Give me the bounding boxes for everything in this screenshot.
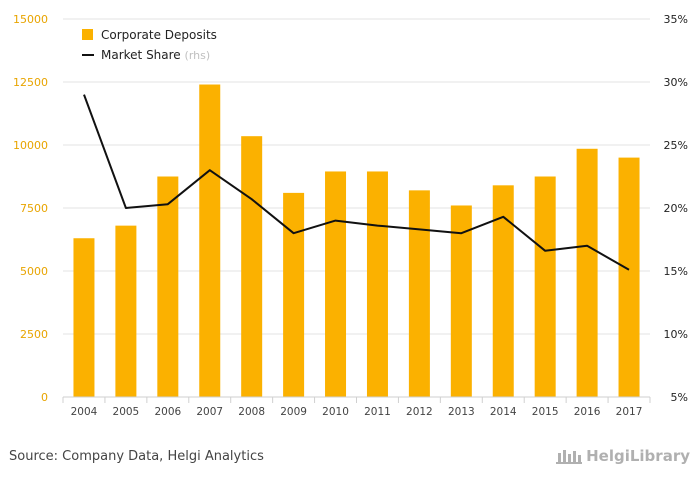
bar-2013 [450,205,472,397]
x-tick-label: 2014 [490,406,517,418]
y-right-tick-label: 15% [664,265,688,278]
y-right-tick-label: 5% [671,391,688,404]
x-tick-label: 2008 [238,406,265,418]
bar-2006 [157,176,179,397]
bar-2005 [115,225,137,397]
y-right-tick-label: 20% [664,202,688,215]
legend-swatch-corporate-deposits [82,29,93,40]
gridlines [63,18,650,398]
bar-series-corporate-deposits [73,84,640,398]
y-left-tick-label: 0 [41,391,48,404]
bar-2011 [366,171,388,397]
x-tick-label: 2005 [113,406,140,418]
y-right-tick-label: 35% [664,13,688,26]
bar-2015 [534,176,556,397]
x-tick-label: 2011 [364,406,391,418]
x-tick-label: 2015 [532,406,559,418]
bar-2009 [283,192,305,397]
legend-label-market-share-note: (rhs) [185,49,211,62]
legend-label-corporate-deposits: Corporate Deposits [101,28,217,42]
bar-2007 [199,84,221,398]
bar-2017 [618,157,640,397]
x-tick-label: 2004 [71,406,98,418]
chart: 0 2500 5000 7500 10000 12500 15000 5% 10% 15% 20% 2… [13,13,688,418]
legend-label-market-share-name: Market Share [101,48,181,62]
y-right-tick-label: 30% [664,76,688,89]
bar-2012 [408,190,430,397]
y-left-tick-label: 7500 [20,202,48,215]
market-share-line [83,94,630,271]
y-left-tick-label: 15000 [13,13,48,26]
bar-2008 [241,136,263,397]
legend-label-market-share: Market Share (rhs) [101,48,210,62]
x-tick-label: 2012 [406,406,433,418]
bar-2016 [576,148,598,397]
x-tick-label: 2010 [322,406,349,418]
x-tick-label: 2016 [574,406,601,418]
x-tick-label: 2007 [196,406,223,418]
source-note: Source: Company Data, Helgi Analytics [9,449,264,464]
axes: 0 2500 5000 7500 10000 12500 15000 5% 10% 15% 20% 2… [13,13,688,418]
y-left-tick-label: 2500 [20,328,48,341]
brand-logo: HelgiLibrary [555,447,690,465]
y-left-tick-label: 10000 [13,139,48,152]
line-series-market-share [83,94,630,271]
x-tick-label: 2009 [280,406,307,418]
y-right-tick-label: 25% [664,139,688,152]
y-right-tick-label: 10% [664,328,688,341]
legend: Corporate Deposits Market Share (rhs) [82,28,217,62]
bar-2014 [492,185,514,397]
y-left-tick-label: 5000 [20,265,48,278]
x-tick-label: 2006 [154,406,181,418]
y-left-tick-label: 12500 [13,76,48,89]
bar-2004 [73,238,95,397]
library-icon [556,450,583,464]
x-tick-label: 2017 [616,406,643,418]
x-tick-label: 2013 [448,406,475,418]
bar-2010 [325,171,347,397]
brand-name: HelgiLibrary [586,447,690,465]
